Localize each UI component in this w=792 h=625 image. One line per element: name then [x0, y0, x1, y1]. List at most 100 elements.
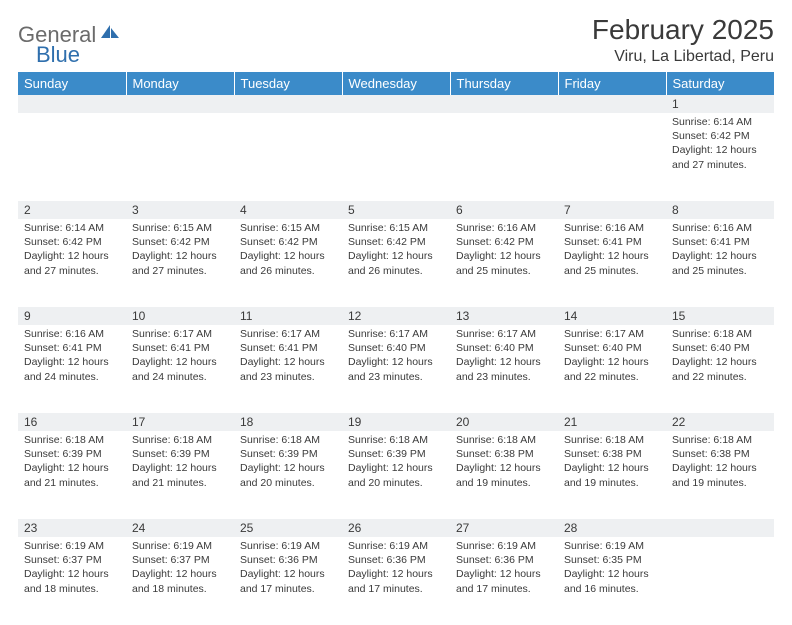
day-number-cell: 12	[342, 307, 450, 325]
day-number-cell: 1	[666, 95, 774, 113]
day-number-cell: 25	[234, 519, 342, 537]
day-dl1: Daylight: 12 hours	[456, 355, 552, 369]
day-dl2: and 26 minutes.	[240, 264, 336, 278]
day-dl2: and 27 minutes.	[672, 158, 768, 172]
day-number-cell: 18	[234, 413, 342, 431]
day-cell: Sunrise: 6:18 AMSunset: 6:38 PMDaylight:…	[666, 431, 774, 519]
day-cell: Sunrise: 6:16 AMSunset: 6:41 PMDaylight:…	[666, 219, 774, 307]
day-number-cell	[558, 95, 666, 113]
day-sr: Sunrise: 6:15 AM	[348, 221, 444, 235]
day-dl2: and 19 minutes.	[564, 476, 660, 490]
day-dl2: and 16 minutes.	[564, 582, 660, 596]
day-sr: Sunrise: 6:15 AM	[240, 221, 336, 235]
day-number-cell: 21	[558, 413, 666, 431]
day-number-cell: 9	[18, 307, 126, 325]
day-number: 16	[24, 415, 37, 429]
day-number: 18	[240, 415, 253, 429]
day-number: 23	[24, 521, 37, 535]
day-sr: Sunrise: 6:18 AM	[456, 433, 552, 447]
week-row: Sunrise: 6:16 AMSunset: 6:41 PMDaylight:…	[18, 325, 774, 413]
day-ss: Sunset: 6:40 PM	[456, 341, 552, 355]
day-dl2: and 21 minutes.	[24, 476, 120, 490]
day-dl1: Daylight: 12 hours	[24, 249, 120, 263]
day-dl1: Daylight: 12 hours	[24, 567, 120, 581]
day-dl2: and 22 minutes.	[672, 370, 768, 384]
day-ss: Sunset: 6:41 PM	[24, 341, 120, 355]
day-number-cell	[126, 95, 234, 113]
calendar-page: General February 2025 Viru, La Libertad,…	[0, 0, 792, 625]
day-ss: Sunset: 6:36 PM	[456, 553, 552, 567]
day-sr: Sunrise: 6:19 AM	[240, 539, 336, 553]
day-number: 20	[456, 415, 469, 429]
day-number-cell: 27	[450, 519, 558, 537]
page-header: General February 2025 Viru, La Libertad,…	[18, 14, 774, 66]
day-sr: Sunrise: 6:18 AM	[24, 433, 120, 447]
day-dl1: Daylight: 12 hours	[132, 355, 228, 369]
day-cell: Sunrise: 6:17 AMSunset: 6:40 PMDaylight:…	[558, 325, 666, 413]
day-sr: Sunrise: 6:19 AM	[564, 539, 660, 553]
daynum-row: 16171819202122	[18, 413, 774, 431]
day-cell	[18, 113, 126, 201]
daynum-row: 2345678	[18, 201, 774, 219]
day-cell: Sunrise: 6:15 AMSunset: 6:42 PMDaylight:…	[342, 219, 450, 307]
day-ss: Sunset: 6:39 PM	[24, 447, 120, 461]
day-dl1: Daylight: 12 hours	[132, 461, 228, 475]
day-dl2: and 27 minutes.	[24, 264, 120, 278]
day-number: 7	[564, 203, 571, 217]
day-ss: Sunset: 6:41 PM	[240, 341, 336, 355]
day-number: 22	[672, 415, 685, 429]
day-number-cell: 24	[126, 519, 234, 537]
day-dl2: and 25 minutes.	[672, 264, 768, 278]
day-dl1: Daylight: 12 hours	[240, 249, 336, 263]
day-cell: Sunrise: 6:14 AMSunset: 6:42 PMDaylight:…	[666, 113, 774, 201]
col-thursday: Thursday	[450, 72, 558, 95]
day-number-cell	[450, 95, 558, 113]
day-dl2: and 25 minutes.	[456, 264, 552, 278]
day-number: 3	[132, 203, 139, 217]
day-sr: Sunrise: 6:17 AM	[240, 327, 336, 341]
day-number: 13	[456, 309, 469, 323]
day-dl2: and 17 minutes.	[348, 582, 444, 596]
day-dl1: Daylight: 12 hours	[564, 461, 660, 475]
day-dl1: Daylight: 12 hours	[672, 355, 768, 369]
day-number-cell	[666, 519, 774, 537]
day-cell	[558, 113, 666, 201]
day-number: 9	[24, 309, 31, 323]
day-sr: Sunrise: 6:19 AM	[456, 539, 552, 553]
col-sunday: Sunday	[18, 72, 126, 95]
day-number: 19	[348, 415, 361, 429]
day-sr: Sunrise: 6:18 AM	[672, 327, 768, 341]
day-dl1: Daylight: 12 hours	[348, 355, 444, 369]
day-dl2: and 19 minutes.	[456, 476, 552, 490]
day-dl1: Daylight: 12 hours	[240, 567, 336, 581]
day-number-cell: 7	[558, 201, 666, 219]
day-number-cell: 15	[666, 307, 774, 325]
day-ss: Sunset: 6:35 PM	[564, 553, 660, 567]
day-dl2: and 23 minutes.	[348, 370, 444, 384]
day-cell: Sunrise: 6:17 AMSunset: 6:41 PMDaylight:…	[234, 325, 342, 413]
day-cell	[126, 113, 234, 201]
day-number-cell: 11	[234, 307, 342, 325]
day-number: 26	[348, 521, 361, 535]
day-dl1: Daylight: 12 hours	[240, 355, 336, 369]
day-number-cell	[342, 95, 450, 113]
week-row: Sunrise: 6:14 AMSunset: 6:42 PMDaylight:…	[18, 219, 774, 307]
day-number-cell	[18, 95, 126, 113]
day-dl2: and 18 minutes.	[24, 582, 120, 596]
day-sr: Sunrise: 6:19 AM	[348, 539, 444, 553]
col-wednesday: Wednesday	[342, 72, 450, 95]
day-dl2: and 23 minutes.	[456, 370, 552, 384]
day-sr: Sunrise: 6:18 AM	[564, 433, 660, 447]
day-number: 1	[672, 97, 679, 111]
week-row: Sunrise: 6:14 AMSunset: 6:42 PMDaylight:…	[18, 113, 774, 201]
day-number-cell	[234, 95, 342, 113]
day-sr: Sunrise: 6:18 AM	[132, 433, 228, 447]
day-ss: Sunset: 6:42 PM	[240, 235, 336, 249]
day-number-cell: 5	[342, 201, 450, 219]
day-cell: Sunrise: 6:15 AMSunset: 6:42 PMDaylight:…	[234, 219, 342, 307]
day-sr: Sunrise: 6:16 AM	[456, 221, 552, 235]
day-sr: Sunrise: 6:18 AM	[240, 433, 336, 447]
day-number: 2	[24, 203, 31, 217]
day-ss: Sunset: 6:42 PM	[132, 235, 228, 249]
day-dl2: and 17 minutes.	[240, 582, 336, 596]
